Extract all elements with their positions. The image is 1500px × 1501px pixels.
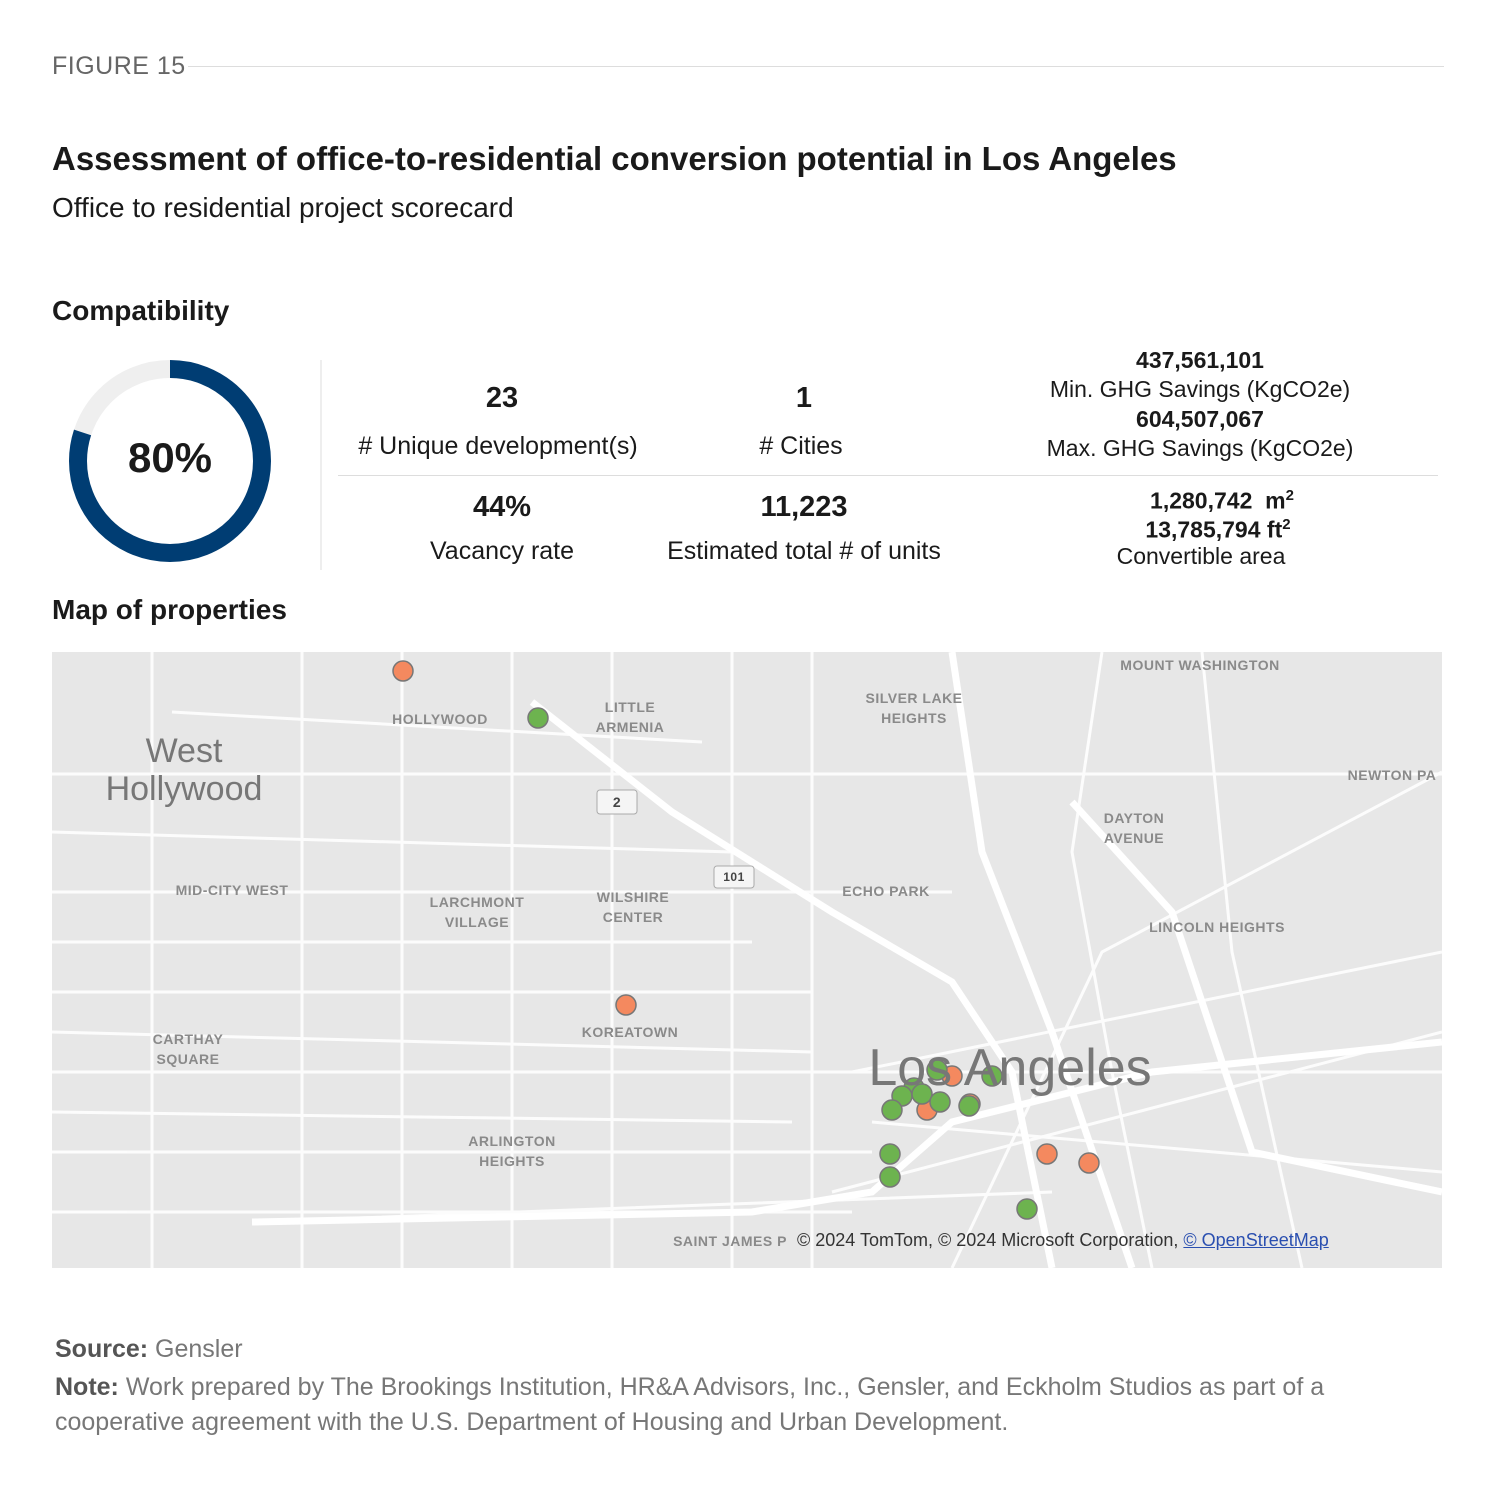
metric-label: Estimated total # of units [667,537,941,565]
metric-value: 1,280,742 m2 [1150,487,1294,515]
title: Assessment of office-to-residential conv… [52,140,1177,177]
divider [338,475,1438,476]
map-label: 101 [723,870,745,884]
map-roads [52,652,1442,1268]
map-label: KOREATOWN [581,1024,679,1040]
metric-label: # Unique development(s) [358,432,638,460]
area-value: 1,280,742 [1150,487,1253,514]
note: Note: Work prepared by The Brookings Ins… [55,1370,1455,1440]
exponent: 2 [1285,487,1294,504]
map-label: MID-CITY WEST [175,882,289,898]
map-label: CARTHAY SQUARE [152,1031,224,1067]
area-value: 13,785,794 [1145,516,1261,543]
source-text: Gensler [155,1335,243,1363]
note-text: Work prepared by The Brookings Instituti… [55,1373,1325,1436]
map-label: SAINT JAMES P [673,1233,787,1249]
gauge-label: 80% [128,434,212,481]
map-label: LARCHMONT VILLAGE [429,894,525,930]
map-label: DAYTON AVENUE [1103,810,1165,846]
metric-value: 437,561,101 [1136,347,1264,373]
metric-value: 44% [472,491,532,523]
metric-value: 1 [795,382,813,414]
map-label: LITTLE ARMENIA [595,699,665,735]
section-heading: Map of properties [52,594,287,625]
metric-label: Max. GHG Savings (KgCO2e) [1046,435,1354,461]
area-unit: ft [1266,516,1283,543]
map: HOLLYWOOD LITTLE ARMENIA West Hollywood … [52,652,1442,1268]
metric-label: Convertible area [1116,543,1286,569]
attribution-link[interactable]: © OpenStreetMap [1183,1230,1329,1250]
map-label: ARLINGTON HEIGHTS [468,1133,556,1169]
map-label: SILVER LAKE HEIGHTS [865,690,963,726]
subtitle: Office to residential project scorecard [52,192,514,223]
exponent: 2 [1282,516,1291,533]
map-label: HOLLYWOOD [392,711,488,727]
metric-label: Vacancy rate [429,537,575,565]
metric-value: 604,507,067 [1136,406,1264,432]
map-label: MOUNT WASHINGTON [1120,657,1280,673]
area-unit: m [1265,487,1286,514]
rule [188,66,1444,67]
metric-label: # Cities [759,432,843,460]
metric-value: 23 [485,382,519,414]
attribution: © 2024 TomTom, © 2024 Microsoft Corporat… [797,1230,1329,1251]
attribution-text: © 2024 TomTom, © 2024 Microsoft Corporat… [797,1230,1179,1250]
metric-value: 11,223 [760,491,848,523]
map-label: WILSHIRE CENTER [596,889,670,925]
map-label: NEWTON PA [1347,767,1437,783]
note-label: Note: [55,1373,119,1401]
metric-value: 13,785,794 ft2 [1145,516,1290,544]
map-label: LINCOLN HEIGHTS [1149,919,1285,935]
map-label: Los Angeles [868,1039,1152,1097]
map-label: ECHO PARK [842,883,930,899]
source: Source: Gensler [55,1332,1455,1367]
source-label: Source: [55,1335,149,1363]
gauge-arc [69,360,271,562]
gauge: 80% [69,360,322,570]
figure-label: FIGURE 15 [52,52,186,80]
map-label: West Hollywood [105,732,263,808]
metric-label: Min. GHG Savings (KgCO2e) [1049,376,1351,402]
section-heading: Compatibility [52,295,230,326]
map-label: 2 [612,794,622,810]
